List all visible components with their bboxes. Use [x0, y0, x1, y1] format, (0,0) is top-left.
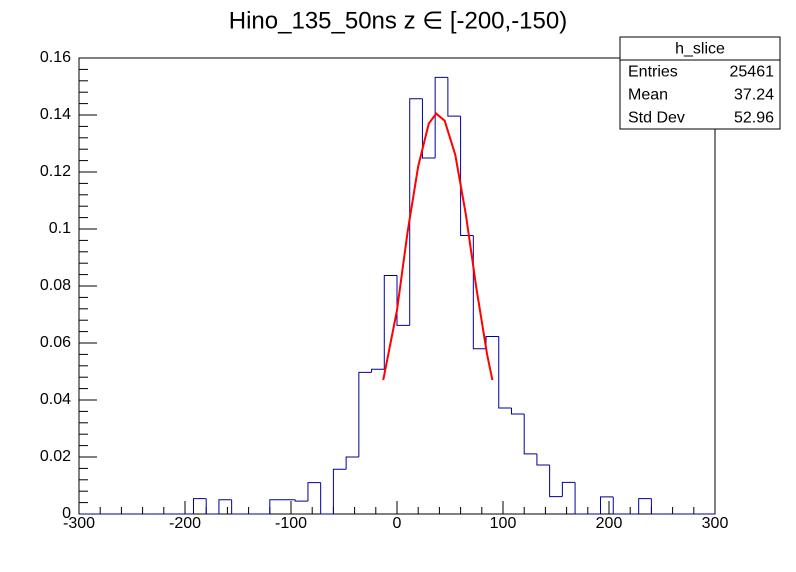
y-tick-label: 0.06 [40, 334, 71, 351]
x-tick-label: -100 [275, 515, 307, 532]
x-tick-label: 200 [596, 515, 623, 532]
x-tick-label: 0 [393, 515, 402, 532]
histogram-bin [332, 468, 347, 514]
histogram-bin [294, 499, 308, 502]
stats-value: 37.24 [734, 87, 774, 104]
histogram-bin [231, 499, 245, 515]
histogram-bin [536, 453, 550, 466]
histogram-bin [600, 496, 614, 514]
stats-box [619, 36, 781, 130]
y-tick-label: 0.02 [40, 448, 71, 465]
y-tick-label: 0 [62, 505, 71, 522]
x-tick-label: -300 [63, 515, 95, 532]
histogram-bin [409, 98, 423, 326]
histogram-bin [218, 499, 232, 514]
x-tick-label: 300 [702, 515, 729, 532]
fit-curve [382, 112, 494, 381]
stats-label: Entries [628, 64, 678, 81]
x-tick-label: 100 [490, 515, 517, 532]
stats-title: h_slice [675, 41, 725, 58]
histogram-bin [561, 481, 576, 497]
histogram-bin [447, 77, 461, 117]
histogram-bin [523, 413, 537, 455]
y-tick-label: 0.08 [40, 277, 71, 294]
histogram-bin [434, 76, 448, 159]
histogram-bin [307, 482, 321, 502]
histogram-bin [650, 498, 665, 515]
histogram-bin [396, 275, 410, 326]
stats-value: 25461 [730, 64, 775, 81]
y-tick-label: 0.14 [40, 106, 71, 123]
histogram-bin [510, 407, 525, 415]
y-tick-label: 0.1 [49, 220, 71, 237]
histogram-bin [638, 498, 652, 514]
histogram-bin [421, 98, 436, 159]
histogram-bin [269, 499, 283, 514]
histogram-bin [358, 371, 372, 457]
chart-title: Hino_135_50ns z ∈ [-200,-150) [229, 7, 567, 34]
histogram-bin [205, 498, 219, 515]
histogram-bin [371, 368, 385, 373]
stats-label: Std Dev [628, 110, 685, 127]
histogram-bin [574, 482, 588, 515]
stats-value: 52.96 [734, 110, 774, 127]
histogram-bin [320, 482, 334, 515]
histogram-bin [383, 274, 397, 370]
y-tick-label: 0.16 [40, 49, 71, 66]
histogram-bin [612, 496, 626, 515]
y-tick-label: 0.12 [40, 163, 71, 180]
x-tick-label: -200 [169, 515, 201, 532]
histogram-bin [192, 498, 207, 514]
y-tick-label: 0.04 [40, 391, 71, 408]
histogram-bin [549, 464, 563, 498]
histogram-bin [345, 456, 359, 470]
histogram-bin [498, 336, 512, 409]
stats-label: Mean [628, 87, 668, 104]
